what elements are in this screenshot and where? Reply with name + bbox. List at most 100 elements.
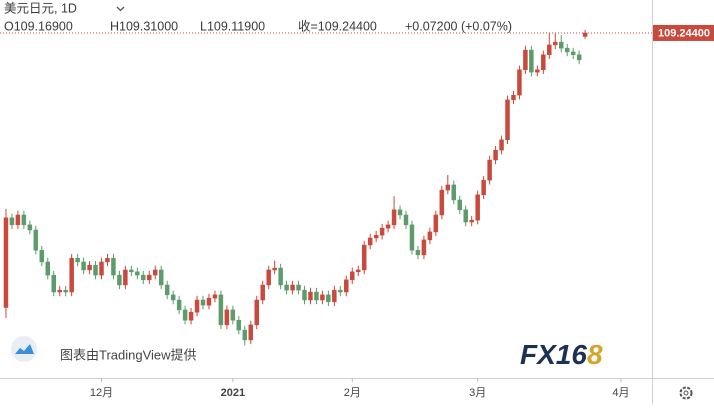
candle-body [75,257,80,263]
candle-body [505,99,510,141]
candle-body [224,309,230,326]
tv-icon [15,344,34,354]
candle-body [176,299,182,311]
candle-body [570,51,576,56]
candle-body [45,261,51,276]
candle-body [523,49,528,71]
logo-main: FX168 [520,339,603,370]
candle-body [21,214,27,226]
candle-body [206,297,212,306]
candle-body [558,41,564,49]
candle-body [463,209,468,223]
candle-body [338,289,343,293]
candle-body [254,299,259,326]
candle-body [487,159,492,181]
candle-body [499,139,504,151]
candle-body [69,257,74,293]
candle-body [212,294,218,299]
candle-body [553,41,558,46]
candle-body [99,261,104,276]
candle-body [164,284,170,296]
candle-body [147,274,152,281]
last-price-box [653,24,714,41]
candle-body [529,49,534,73]
candle-body [117,274,122,286]
x-tick-label: 12月 [90,387,113,399]
candle-body [373,234,379,239]
candle-body [350,271,355,281]
candle-body [296,284,301,291]
candle-body [93,264,98,276]
gear[interactable] [679,386,693,400]
candle-body [272,267,277,271]
candle-body [415,249,421,256]
x-tick-label: 3月 [469,387,486,399]
candle-body [433,214,439,233]
candle-body [445,184,451,191]
candle-body [105,257,110,263]
candle-body [564,47,570,53]
x-tick-label: 2021 [221,387,245,399]
candle-body [27,224,33,231]
candle-body [87,264,92,271]
candle-body [511,94,516,101]
candle-body [3,217,9,308]
candle-body [421,239,427,256]
candle-body [332,289,337,303]
candle-body [51,274,56,293]
candle-body [248,324,254,341]
candle-body [152,269,158,276]
candle-body [242,329,248,341]
candle-body [576,54,582,61]
candle-body [397,209,403,216]
candle-body [123,269,128,286]
candle-body [57,289,62,293]
candle-body [141,274,146,281]
candle-body [379,227,385,236]
chevron[interactable] [116,6,125,12]
candle-body [290,284,295,291]
candle-body [344,279,349,293]
settings-icon[interactable] [679,386,693,400]
candle-body [355,269,361,273]
ohlc-value: +0.07200 (+0.07%) [405,19,512,33]
candle-body [451,184,457,201]
candle-body [158,269,164,286]
candle-body [481,179,486,196]
candle-body [111,257,116,276]
candle-body [385,224,391,229]
candle-body [403,214,409,226]
candle-body [409,224,415,251]
candle-body [39,249,45,263]
symbol-title: 美元日元, 1D [4,1,77,15]
candle-body [320,294,325,301]
candle-body [535,69,540,73]
candle-body [266,269,271,286]
candle-body [129,269,134,273]
candle-body [517,69,522,96]
last-price-label: 109.24400 [658,27,710,39]
candle-body [260,284,265,301]
candle-body [278,267,283,286]
candle-body [284,284,289,291]
candle-body [200,299,206,306]
candle-body [439,189,445,216]
candle-body [188,311,194,321]
candle-body [541,54,546,71]
candle-body [391,209,397,226]
ohlc-value: H109.31000 [110,19,178,33]
candle-body [63,289,68,293]
candle-body [547,44,552,56]
candle-body [15,214,21,226]
gear-center [683,390,689,396]
candle-body [361,244,367,271]
candle-body [182,309,188,321]
candle-body [81,261,86,271]
ohlc-value: L109.11900 [200,19,265,33]
candle-body [236,319,242,331]
candle-body [427,231,433,241]
candle-body [308,291,313,301]
logo-accent: 8 [587,339,603,370]
candle-body [582,32,588,37]
